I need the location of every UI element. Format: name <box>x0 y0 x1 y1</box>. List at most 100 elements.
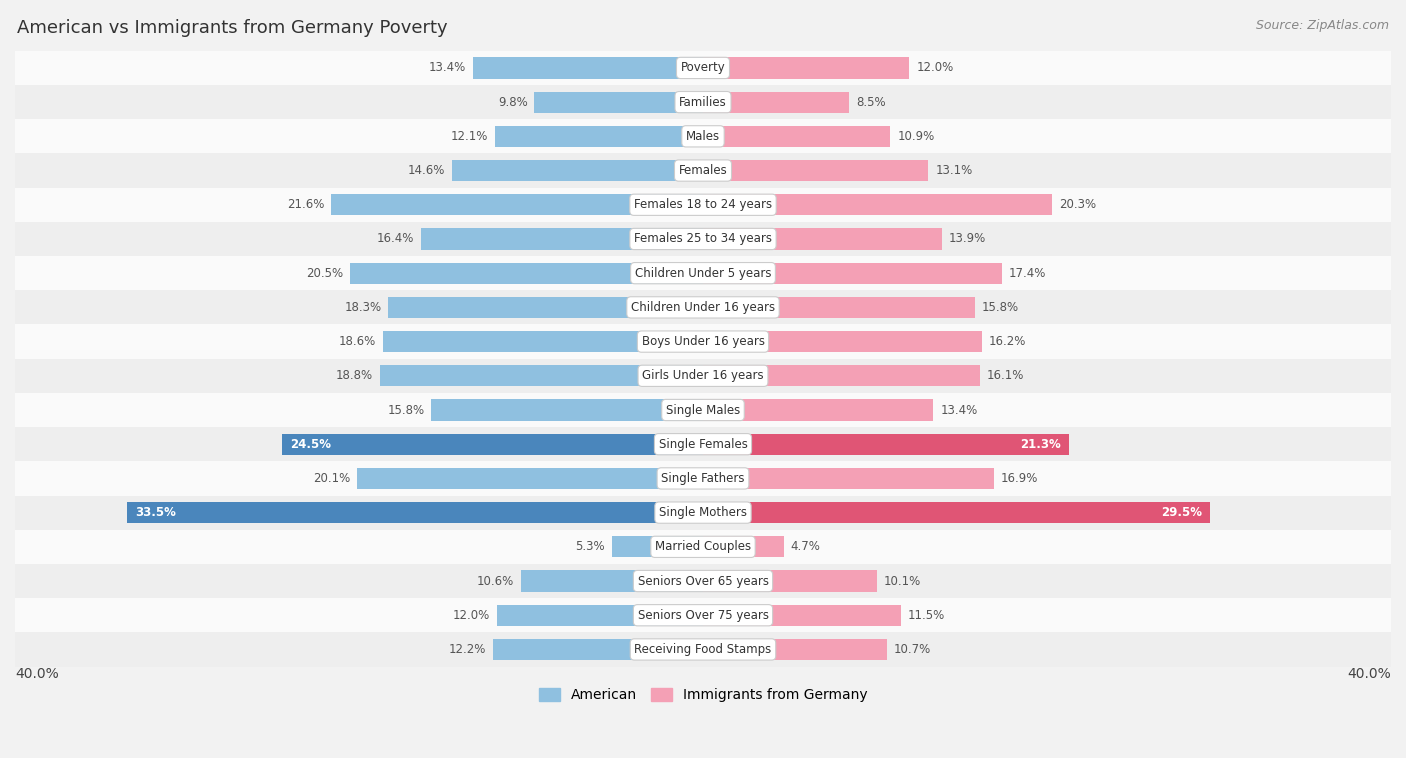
Text: 20.1%: 20.1% <box>314 472 350 485</box>
Bar <box>703 605 901 626</box>
Text: Single Males: Single Males <box>666 403 740 416</box>
Text: 18.6%: 18.6% <box>339 335 377 348</box>
Text: 5.3%: 5.3% <box>575 540 605 553</box>
Bar <box>703 468 994 489</box>
Text: 12.2%: 12.2% <box>449 643 486 656</box>
Text: Seniors Over 75 years: Seniors Over 75 years <box>637 609 769 622</box>
Text: 12.0%: 12.0% <box>917 61 953 74</box>
Text: 16.1%: 16.1% <box>987 369 1024 382</box>
Bar <box>357 468 703 489</box>
Bar <box>15 632 1391 666</box>
Text: Females 25 to 34 years: Females 25 to 34 years <box>634 233 772 246</box>
Bar <box>703 262 1002 283</box>
Bar <box>495 126 703 147</box>
Bar <box>15 598 1391 632</box>
Bar <box>388 297 703 318</box>
Text: 16.4%: 16.4% <box>377 233 413 246</box>
Text: Source: ZipAtlas.com: Source: ZipAtlas.com <box>1256 19 1389 32</box>
Text: 24.5%: 24.5% <box>290 437 332 451</box>
Bar <box>496 605 703 626</box>
Text: 40.0%: 40.0% <box>15 667 59 681</box>
Text: 21.3%: 21.3% <box>1019 437 1060 451</box>
Text: 15.8%: 15.8% <box>981 301 1019 314</box>
Bar <box>350 262 703 283</box>
Text: 16.2%: 16.2% <box>988 335 1026 348</box>
Text: Married Couples: Married Couples <box>655 540 751 553</box>
Text: 10.1%: 10.1% <box>883 575 921 587</box>
Text: 13.4%: 13.4% <box>941 403 977 416</box>
Text: 16.9%: 16.9% <box>1001 472 1038 485</box>
Text: Females 18 to 24 years: Females 18 to 24 years <box>634 199 772 211</box>
Text: 13.4%: 13.4% <box>429 61 465 74</box>
Bar <box>703 228 942 249</box>
Bar <box>703 331 981 352</box>
Text: Single Mothers: Single Mothers <box>659 506 747 519</box>
Text: Children Under 16 years: Children Under 16 years <box>631 301 775 314</box>
Bar <box>380 365 703 387</box>
Text: Children Under 5 years: Children Under 5 years <box>634 267 772 280</box>
Bar <box>15 119 1391 153</box>
Bar <box>432 399 703 421</box>
Bar <box>15 324 1391 359</box>
Bar <box>703 536 783 557</box>
Bar <box>15 188 1391 222</box>
Text: Seniors Over 65 years: Seniors Over 65 years <box>637 575 769 587</box>
Bar <box>15 393 1391 427</box>
Bar <box>703 365 980 387</box>
Text: Poverty: Poverty <box>681 61 725 74</box>
Text: 10.6%: 10.6% <box>477 575 513 587</box>
Text: 17.4%: 17.4% <box>1010 267 1046 280</box>
Bar <box>15 153 1391 188</box>
Bar <box>612 536 703 557</box>
Bar <box>703 571 877 592</box>
Bar <box>15 462 1391 496</box>
Text: 9.8%: 9.8% <box>498 96 527 108</box>
Text: 8.5%: 8.5% <box>856 96 886 108</box>
Text: 14.6%: 14.6% <box>408 164 446 177</box>
Text: 10.7%: 10.7% <box>894 643 931 656</box>
Text: 33.5%: 33.5% <box>135 506 176 519</box>
Text: Males: Males <box>686 130 720 143</box>
Bar <box>534 92 703 113</box>
Text: 21.6%: 21.6% <box>287 199 325 211</box>
Text: 12.1%: 12.1% <box>451 130 488 143</box>
Text: 20.3%: 20.3% <box>1059 199 1097 211</box>
Bar <box>281 434 703 455</box>
Bar <box>382 331 703 352</box>
Text: 15.8%: 15.8% <box>387 403 425 416</box>
Bar <box>703 639 887 660</box>
Bar <box>451 160 703 181</box>
Text: Families: Families <box>679 96 727 108</box>
Text: 20.5%: 20.5% <box>307 267 343 280</box>
Bar <box>520 571 703 592</box>
Text: American vs Immigrants from Germany Poverty: American vs Immigrants from Germany Pove… <box>17 19 447 37</box>
Text: 13.1%: 13.1% <box>935 164 973 177</box>
Bar <box>15 85 1391 119</box>
Bar <box>494 639 703 660</box>
Legend: American, Immigrants from Germany: American, Immigrants from Germany <box>533 683 873 708</box>
Bar <box>703 502 1211 523</box>
Text: 18.3%: 18.3% <box>344 301 381 314</box>
Bar <box>15 496 1391 530</box>
Bar <box>703 297 974 318</box>
Text: 18.8%: 18.8% <box>336 369 373 382</box>
Text: 13.9%: 13.9% <box>949 233 986 246</box>
Text: 4.7%: 4.7% <box>790 540 821 553</box>
Text: Girls Under 16 years: Girls Under 16 years <box>643 369 763 382</box>
Text: 40.0%: 40.0% <box>1347 667 1391 681</box>
Bar <box>703 92 849 113</box>
Bar <box>703 399 934 421</box>
Bar <box>703 160 928 181</box>
Bar <box>15 290 1391 324</box>
Bar <box>703 434 1070 455</box>
Bar <box>15 564 1391 598</box>
Bar <box>472 58 703 79</box>
Bar <box>703 194 1052 215</box>
Bar <box>703 126 890 147</box>
Text: Boys Under 16 years: Boys Under 16 years <box>641 335 765 348</box>
Bar <box>127 502 703 523</box>
Text: 11.5%: 11.5% <box>908 609 945 622</box>
Text: 12.0%: 12.0% <box>453 609 489 622</box>
Bar <box>15 222 1391 256</box>
Text: Females: Females <box>679 164 727 177</box>
